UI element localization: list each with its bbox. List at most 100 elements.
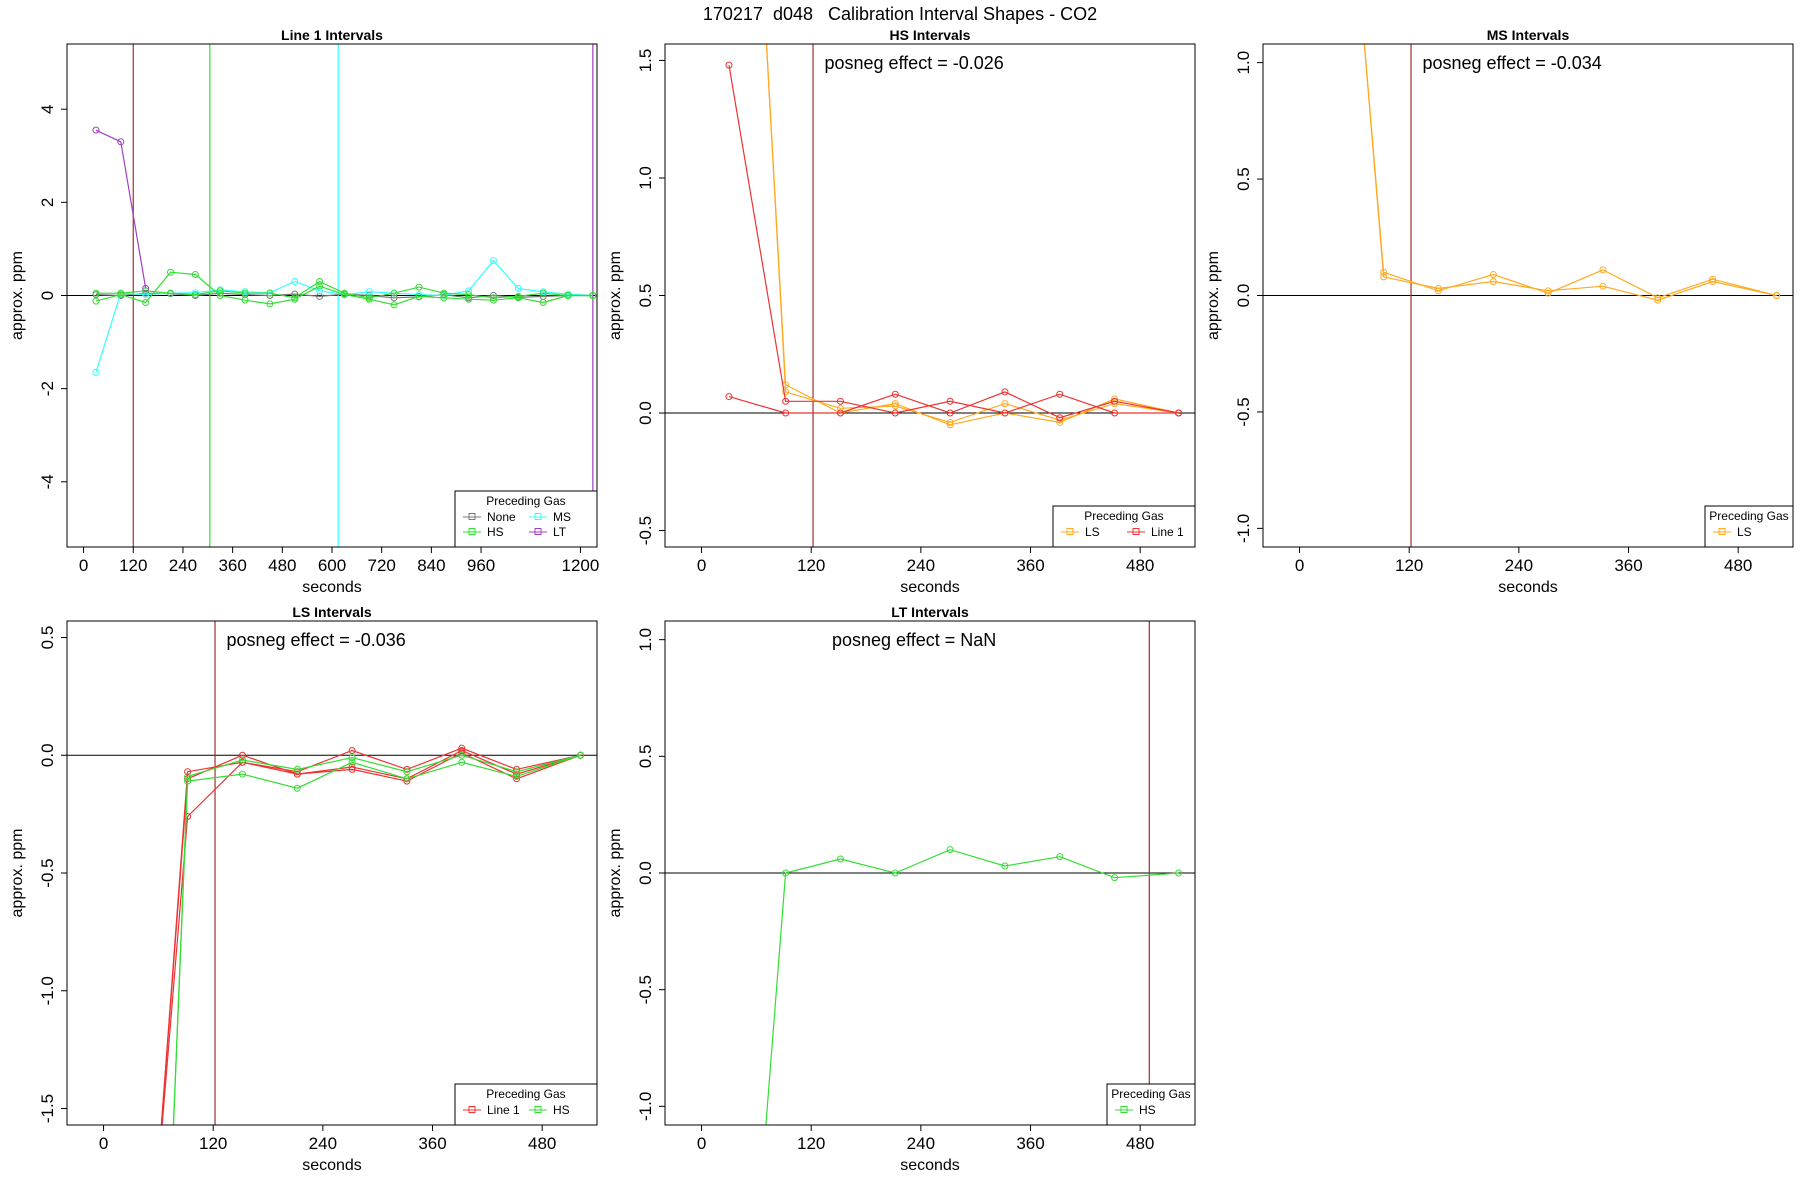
x-tick-label: 0 [99, 1134, 108, 1153]
y-axis-label: approx. ppm [607, 829, 624, 918]
x-tick-label: 480 [1126, 556, 1154, 575]
series-line [160, 747, 581, 1125]
data-point [1654, 296, 1662, 304]
data-point [403, 765, 411, 773]
x-tick-label: 240 [907, 556, 935, 575]
x-tick-label: 120 [199, 1134, 227, 1153]
data-point [577, 751, 585, 759]
series-line [161, 752, 581, 1125]
legend-entry-label: LS [1085, 525, 1100, 539]
data-point [415, 283, 423, 291]
data-point [1056, 414, 1064, 422]
y-axis-label: approx. ppm [9, 829, 26, 918]
data-point [1111, 409, 1119, 417]
data-point [489, 292, 497, 299]
legend-entry-label: MS [553, 510, 571, 524]
data-point [403, 768, 411, 776]
legend-title: Preceding Gas [486, 1087, 565, 1101]
legend-entry-label: Line 1 [1151, 525, 1184, 539]
data-point [238, 756, 246, 764]
data-point [1489, 271, 1497, 279]
legend-swatch-marker [534, 513, 542, 520]
series-line [96, 280, 593, 299]
data-point [241, 296, 249, 304]
data-point [415, 291, 423, 299]
data-point [293, 770, 301, 778]
legend: Preceding Gas LS Line 1 [1052, 505, 1196, 548]
series-line [172, 754, 581, 1125]
data-point [1773, 292, 1781, 299]
data-point [184, 772, 192, 780]
data-point [92, 368, 100, 376]
y-tick-label: 2 [38, 198, 57, 207]
y-tick-label: 0.0 [636, 861, 655, 885]
data-point [238, 751, 246, 759]
legend: Preceding Gas HS [1106, 1083, 1196, 1126]
x-tick-label: 360 [218, 556, 246, 575]
data-point [316, 287, 324, 295]
legend-box [1704, 505, 1794, 548]
plot-frame [66, 620, 598, 1126]
legend: Preceding Gas Line 1 HS [454, 1083, 598, 1126]
data-point [489, 257, 497, 265]
data-point [1599, 282, 1607, 290]
data-point [465, 291, 473, 299]
data-point [725, 393, 733, 401]
data-point [142, 298, 150, 306]
data-point [191, 291, 199, 299]
plot-title: MS Intervals [1487, 27, 1570, 43]
data-point [458, 751, 466, 759]
legend-swatch-marker [468, 513, 476, 520]
data-point [1001, 409, 1009, 417]
data-point [348, 765, 356, 773]
data-point [539, 289, 547, 297]
data-point [458, 758, 466, 766]
y-tick-label: 0.5 [636, 284, 655, 308]
data-point [390, 301, 398, 309]
x-tick-label: 0 [697, 1134, 706, 1153]
legend-title: Preceding Gas [486, 494, 565, 508]
data-point [1001, 388, 1009, 396]
x-tick-label: 360 [1016, 1134, 1044, 1153]
data-point [238, 758, 246, 766]
data-point [348, 754, 356, 762]
data-point [348, 763, 356, 771]
data-point [564, 292, 572, 299]
data-point [1709, 278, 1717, 286]
x-tick-label: 1200 [562, 556, 600, 575]
x-tick-label: 120 [1395, 556, 1423, 575]
data-point [142, 285, 150, 293]
legend-entry-label: HS [487, 525, 504, 539]
x-tick-label: 720 [368, 556, 396, 575]
y-tick-label: 0.5 [636, 745, 655, 769]
data-point [782, 409, 790, 417]
y-tick-label: -4 [38, 474, 57, 489]
data-point [513, 768, 521, 776]
data-point [513, 772, 521, 780]
posneg-annotation: posneg effect = -0.034 [1422, 53, 1601, 73]
data-point [891, 402, 899, 410]
data-point [514, 294, 522, 302]
plot-title: HS Intervals [890, 27, 971, 43]
series-line [95, 259, 593, 373]
x-tick-label: 840 [417, 556, 445, 575]
x-tick-label: 360 [418, 1134, 446, 1153]
legend-swatch-marker [534, 1106, 542, 1113]
y-tick-label: 0 [38, 291, 57, 300]
x-tick-label: 240 [1505, 556, 1533, 575]
y-tick-label: -1.5 [38, 1094, 57, 1123]
plot-frame [664, 43, 1196, 548]
data-point [1654, 294, 1662, 302]
legend-swatch-marker [1120, 1106, 1128, 1113]
legend-box [1052, 505, 1196, 548]
data-point [117, 138, 125, 146]
data-point [1380, 273, 1388, 281]
data-point [1111, 397, 1119, 405]
legend-box [1106, 1083, 1196, 1126]
data-point [1056, 418, 1064, 426]
data-point [458, 749, 466, 757]
data-point [1544, 289, 1552, 297]
data-point [1709, 275, 1717, 283]
data-point [191, 271, 199, 279]
y-axis-label: approx. ppm [9, 251, 26, 340]
